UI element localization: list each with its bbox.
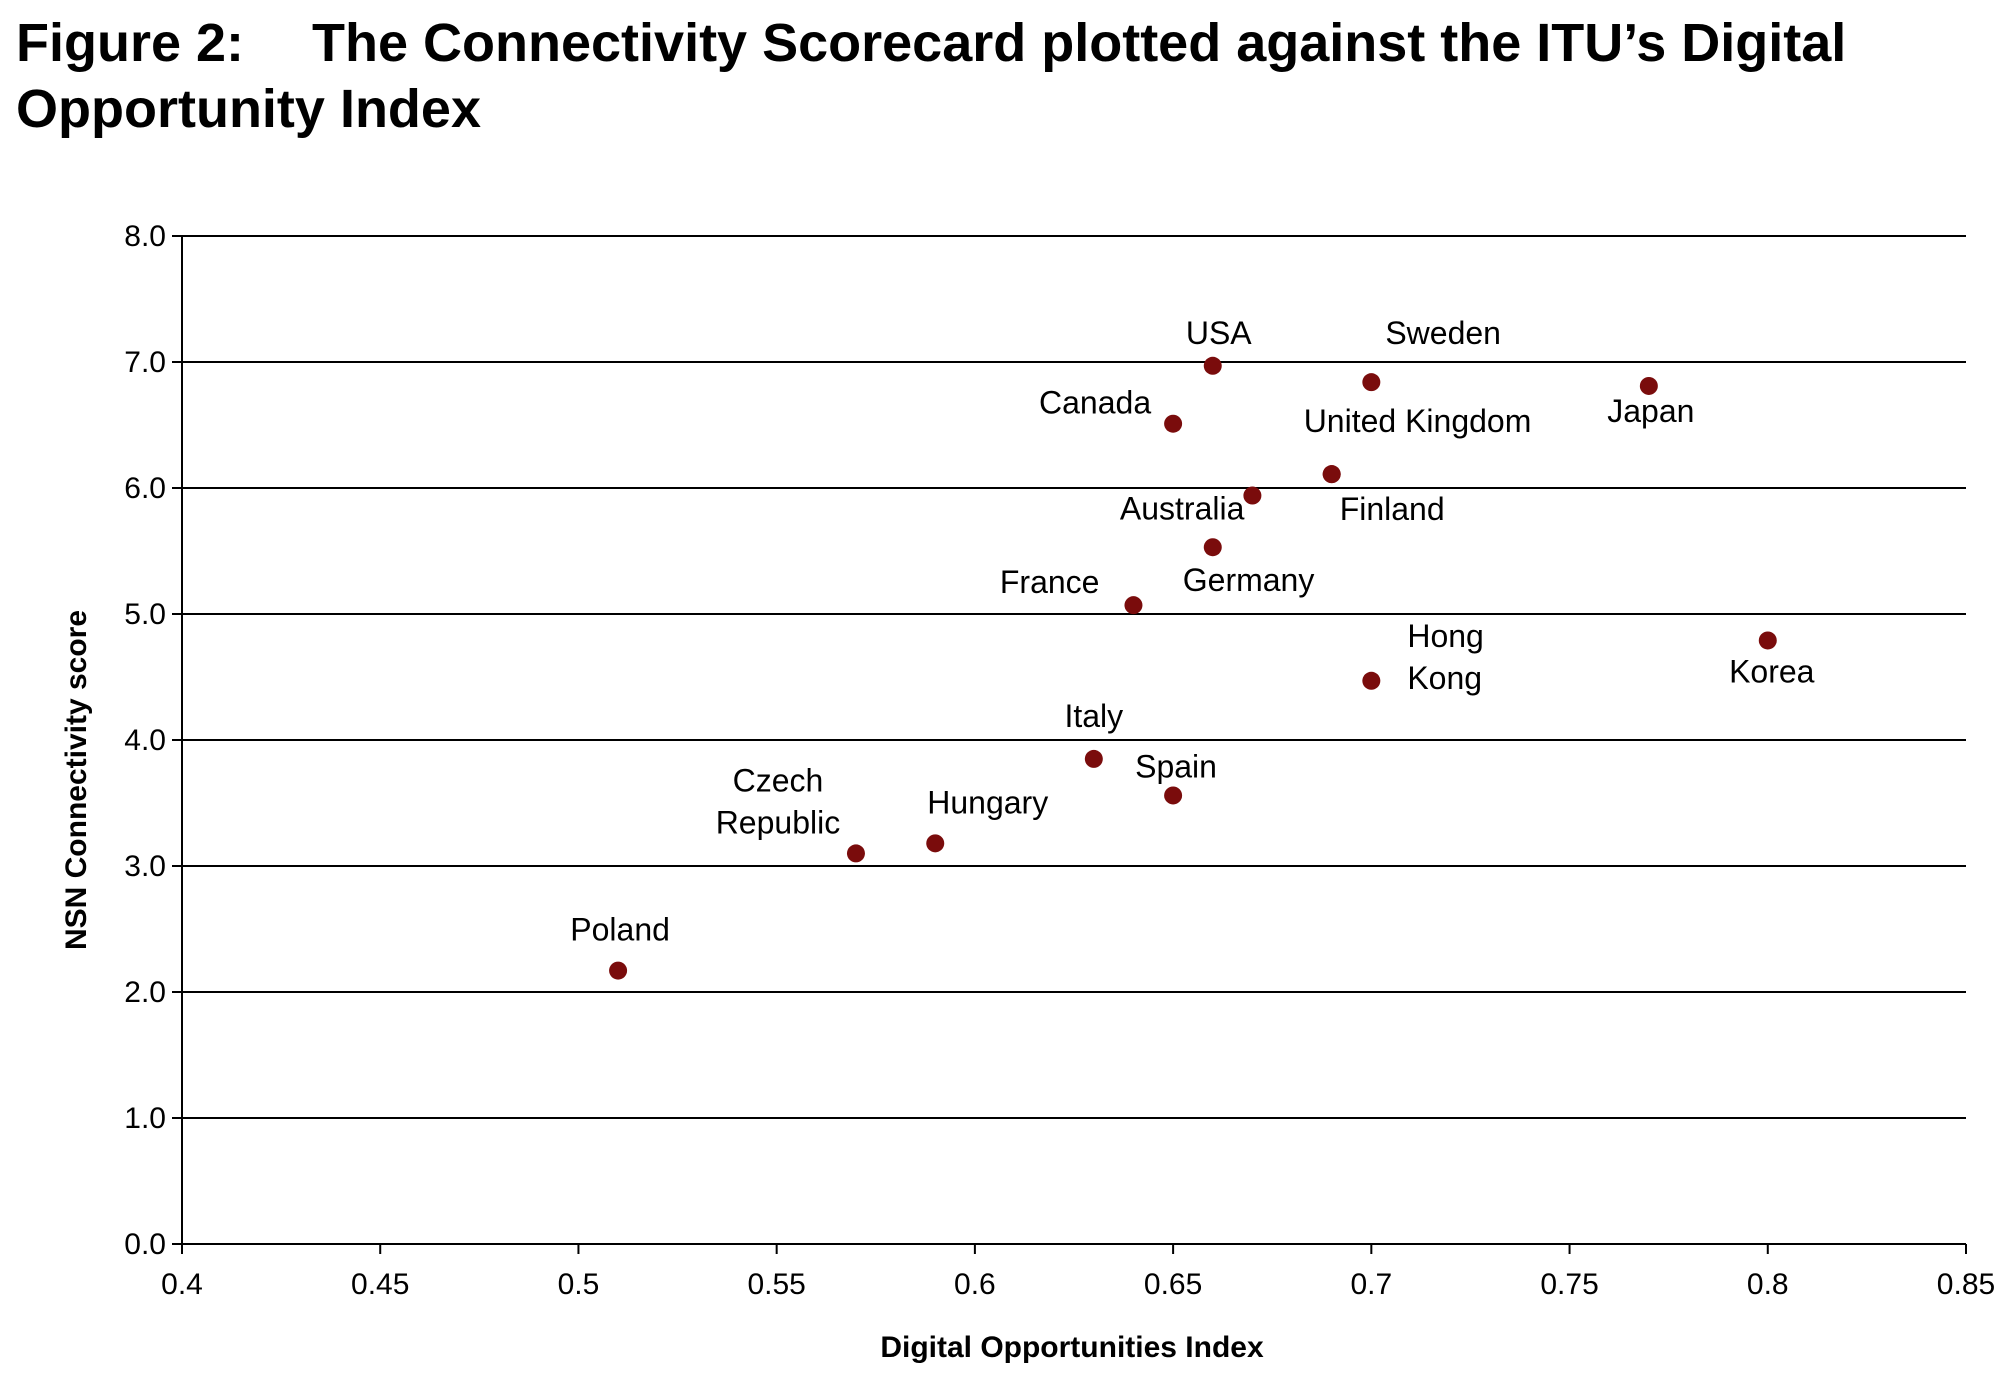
data-point xyxy=(1758,631,1777,650)
point-label: Kong xyxy=(1407,660,1482,696)
y-axis-title: NSN Connectivity score xyxy=(60,610,93,950)
point-label: Japan xyxy=(1607,393,1694,429)
point-label: Spain xyxy=(1135,748,1217,784)
data-point xyxy=(1639,376,1658,395)
y-tick-label: 5.0 xyxy=(124,598,166,631)
axes xyxy=(172,235,1967,1254)
point-label: Republic xyxy=(716,804,841,840)
data-point xyxy=(1164,414,1183,433)
data-point xyxy=(1124,596,1143,615)
data-point xyxy=(1362,671,1381,690)
y-tick-label: 1.0 xyxy=(124,1102,166,1135)
data-point xyxy=(846,844,865,863)
x-tick-labels: 0.4 0.45 0.5 0.55 0.6 0.65 0.7 0.75 0.8 0.85 xyxy=(161,1268,1995,1301)
y-tick-label: 3.0 xyxy=(124,850,166,883)
point-label: Korea xyxy=(1729,653,1815,689)
data-point xyxy=(609,961,628,980)
y-tick-label: 6.0 xyxy=(124,472,166,505)
point-label: USA xyxy=(1186,315,1252,351)
point-label: Canada xyxy=(1039,385,1151,421)
point-label: Poland xyxy=(570,912,670,948)
point-label: United Kingdom xyxy=(1304,403,1532,439)
figure-title: Figure 2: The Connectivity Scorecard plot… xyxy=(16,10,1976,142)
x-tick-label: 0.75 xyxy=(1540,1268,1598,1301)
x-tick-label: 0.45 xyxy=(351,1268,409,1301)
point-label: France xyxy=(1000,564,1100,600)
data-point xyxy=(1243,486,1262,505)
point-label: Sweden xyxy=(1385,315,1501,351)
x-tick-label: 0.6 xyxy=(954,1268,996,1301)
x-tick-label: 0.85 xyxy=(1937,1268,1995,1301)
point-label: Hong xyxy=(1407,618,1484,654)
point-label: Hungary xyxy=(927,784,1048,820)
figure-caption: The Connectivity Scorecard plotted again… xyxy=(16,13,1847,139)
gridlines xyxy=(182,235,1966,1119)
x-tick-label: 0.4 xyxy=(161,1268,203,1301)
y-tick-label: 8.0 xyxy=(124,220,166,253)
x-tick-label: 0.8 xyxy=(1747,1268,1789,1301)
point-label: Germany xyxy=(1183,562,1315,598)
x-tick-label: 0.55 xyxy=(747,1268,805,1301)
data-point xyxy=(1164,786,1183,805)
x-tick-label: 0.5 xyxy=(558,1268,600,1301)
y-tick-label: 7.0 xyxy=(124,346,166,379)
point-label: Czech xyxy=(733,762,824,798)
point-label: Finland xyxy=(1340,491,1445,527)
data-points xyxy=(609,356,1777,980)
y-tick-labels: 0.0 1.0 2.0 3.0 4.0 5.0 6.0 7.0 8.0 xyxy=(124,220,166,1261)
data-point xyxy=(926,834,945,853)
data-point xyxy=(1362,373,1381,392)
figure-label: Figure 2: xyxy=(16,13,245,73)
y-tick-label: 2.0 xyxy=(124,976,166,1009)
data-point xyxy=(1203,356,1222,375)
data-point xyxy=(1203,538,1222,557)
data-point xyxy=(1322,465,1341,484)
point-label: Italy xyxy=(1064,698,1123,734)
data-point xyxy=(1084,749,1103,768)
point-label: Australia xyxy=(1120,491,1245,527)
y-tick-label: 4.0 xyxy=(124,724,166,757)
x-tick-label: 0.65 xyxy=(1144,1268,1202,1301)
point-labels: USA Sweden Japan Canada United Kingdom Austra… xyxy=(570,315,1814,948)
x-axis-title: Digital Opportunities Index xyxy=(880,1331,1264,1364)
y-tick-label: 0.0 xyxy=(124,1228,166,1261)
x-tick-label: 0.7 xyxy=(1350,1268,1392,1301)
